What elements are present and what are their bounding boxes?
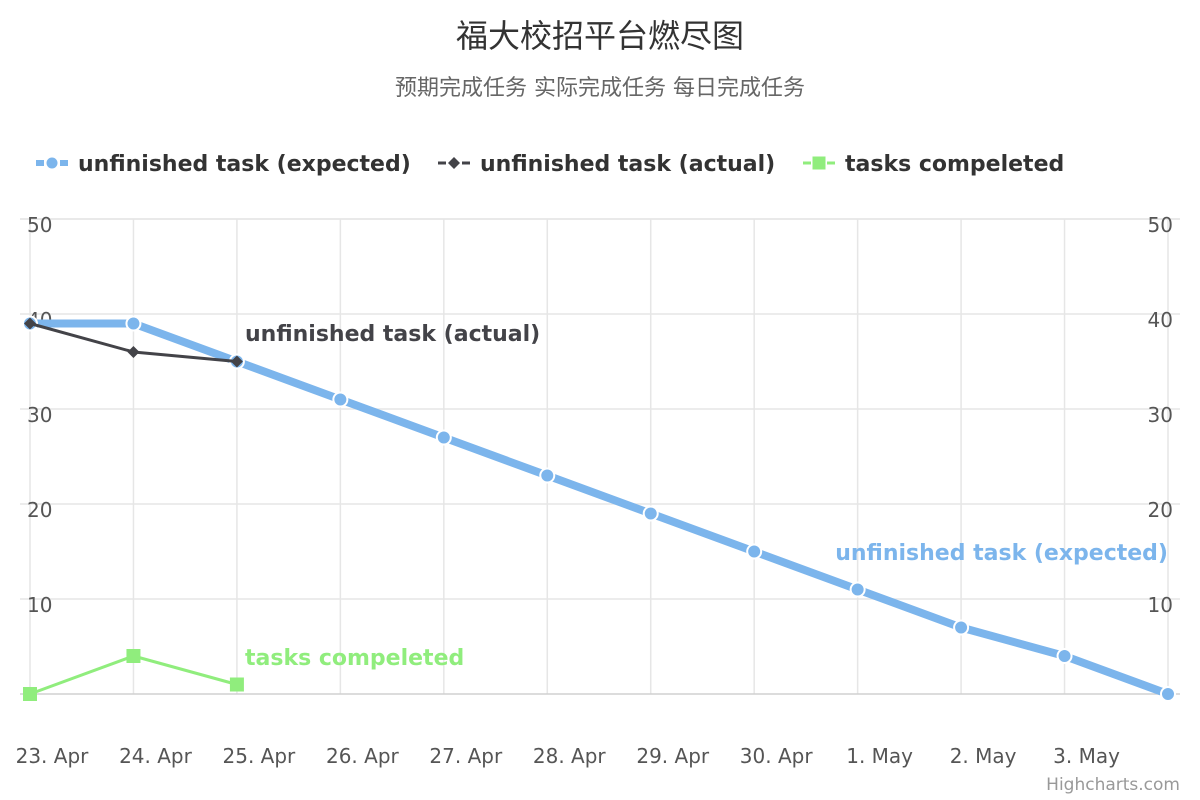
series-label: tasks compeleted [245,646,464,671]
data-point[interactable] [230,355,243,368]
plot-area [22,315,1176,702]
chart-title: 福大校招平台燃尽图 [456,17,744,55]
legend-marker-symbol [44,155,60,171]
data-point[interactable] [435,429,452,446]
x-axis: 23. Apr 24. Apr 25. Apr 26. Apr 27. Apr 28. A… [16,744,1120,768]
credits-link[interactable]: Highcharts.com [1046,775,1180,795]
y-tick-label-right: 10 [1148,593,1173,617]
y-tick-label-right: 20 [1148,498,1173,522]
series-unfinished-task-expected [22,315,1176,702]
chart-subtitle: 预期完成任务 实际完成任务 每日完成任务 [395,76,805,101]
x-tick-label: 1. May [846,744,913,768]
series-line[interactable] [26,319,1172,698]
data-point[interactable] [642,505,659,522]
data-point[interactable] [332,391,349,408]
x-tick-label: 28. Apr [533,744,607,768]
x-tick-label: 29. Apr [636,744,710,768]
legend-item-unfinished-task-actual[interactable]: unfinished task (actual) [438,152,775,177]
data-point[interactable] [539,467,556,484]
legend-label: unfinished task (expected) [78,152,411,177]
x-tick-label: 2. May [950,744,1017,768]
y-tick-label-left: 50 [27,213,52,237]
x-tick-label: 25. Apr [223,744,297,768]
series-tasks-compeleted [23,649,244,701]
y-tick-label-right: 50 [1148,213,1173,237]
legend-item-tasks-compeleted[interactable]: tasks compeleted [803,152,1064,177]
legend[interactable]: unfinished task (expected) unfinished tas… [36,152,1064,177]
series-unfinished-task-actual [24,317,243,368]
y-tick-label-left: 30 [27,403,52,427]
legend-marker-symbol [812,156,826,170]
series-label: unfinished task (actual) [245,322,540,347]
data-point[interactable] [746,543,763,560]
y-tick-label-right: 30 [1148,403,1173,427]
legend-item-unfinished-task-expected[interactable]: unfinished task (expected) [36,152,411,177]
data-point[interactable] [127,346,140,358]
y-tick-label-left: 20 [27,498,52,522]
x-tick-label: 23. Apr [16,744,90,768]
legend-label: unfinished task (actual) [480,152,775,177]
series-labels: unfinished task (expected) unfinished tas… [245,322,1168,671]
series-label: unfinished task (expected) [835,541,1168,566]
data-point[interactable] [24,317,36,330]
data-point[interactable] [953,619,970,636]
legend-label: tasks compeleted [845,152,1064,177]
y-tick-label-left: 10 [27,593,52,617]
x-tick-label: 3. May [1053,744,1120,768]
x-tick-label: 27. Apr [429,744,503,768]
legend-marker-symbol [448,157,460,169]
grid [20,218,1180,695]
data-point[interactable] [229,677,244,692]
data-point[interactable] [1056,648,1073,664]
x-tick-label: 30. Apr [740,744,814,768]
data-point[interactable] [125,315,142,332]
data-point[interactable] [1160,686,1176,702]
x-tick-label: 24. Apr [119,744,193,768]
x-tick-label: 26. Apr [326,744,400,768]
y-axis-right: 10 20 30 40 50 [1148,213,1173,617]
data-point[interactable] [126,649,141,663]
data-point[interactable] [23,687,37,701]
y-tick-label-right: 40 [1148,308,1173,332]
data-point[interactable] [849,581,866,598]
